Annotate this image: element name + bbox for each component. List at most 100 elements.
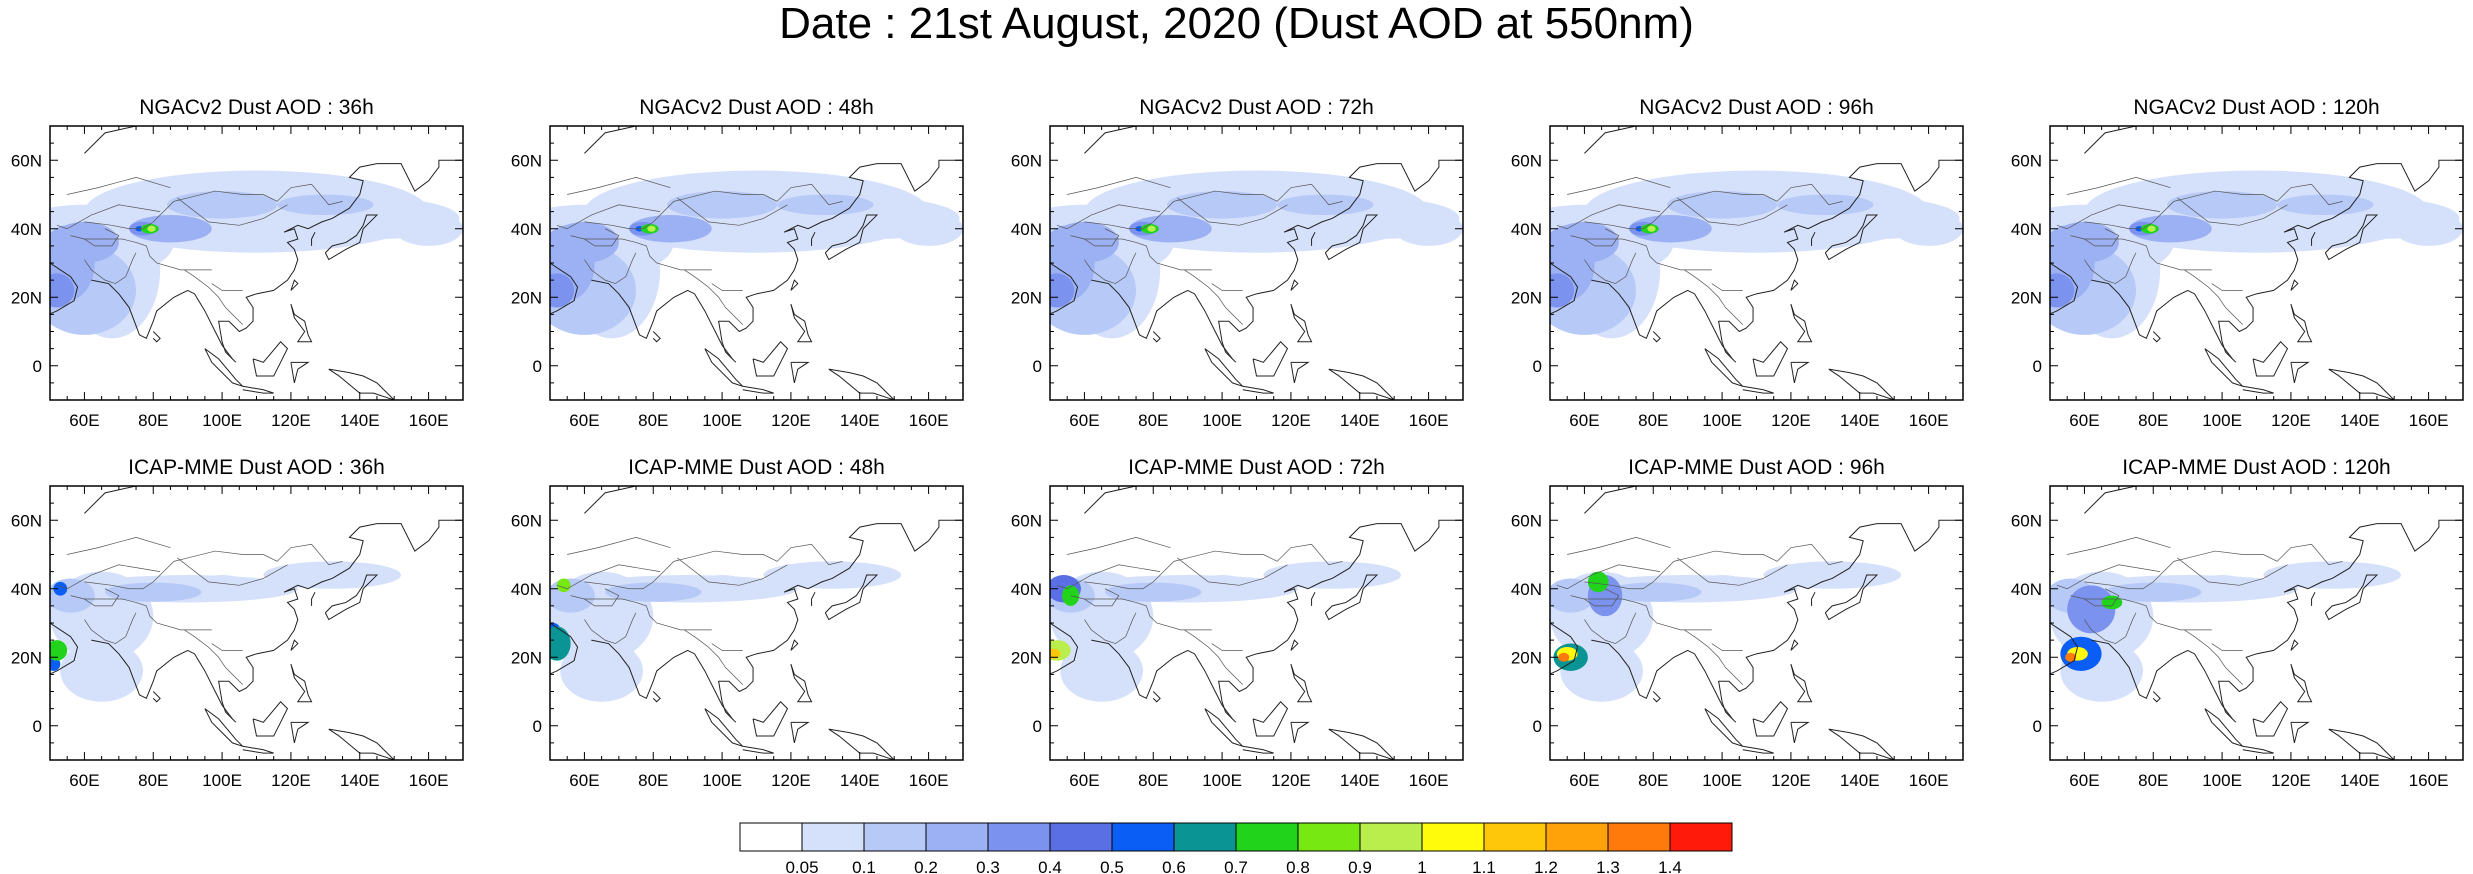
country-border	[1084, 588, 1120, 607]
country-border	[2211, 643, 2243, 651]
coastline	[2311, 591, 2316, 606]
country-border	[1211, 643, 1243, 651]
country-border	[70, 595, 212, 631]
lon-tick-label: 120E	[1271, 771, 1311, 790]
coastline	[1290, 663, 1313, 703]
coastline	[1152, 691, 1161, 703]
country-border	[177, 557, 288, 586]
country-border	[184, 269, 243, 325]
country-border	[1584, 612, 1637, 644]
coastline	[1290, 721, 1310, 743]
country-border	[1567, 537, 1671, 555]
aod-region	[2101, 595, 2123, 610]
colorbar-label: 0.7	[1224, 858, 1248, 874]
coastline	[824, 214, 879, 261]
lon-tick-label: 160E	[909, 411, 949, 430]
coastline	[2290, 639, 2299, 651]
coastline	[91, 639, 237, 723]
coastline	[591, 639, 737, 723]
country-border	[2084, 252, 2137, 284]
coastline	[50, 622, 79, 675]
country-border	[556, 564, 661, 590]
aod-region	[129, 215, 212, 243]
coastline	[2218, 519, 2463, 720]
coastline	[550, 622, 579, 675]
lon-tick-label: 60E	[1069, 411, 1099, 430]
country-border	[556, 204, 661, 230]
lon-tick-label: 100E	[702, 411, 742, 430]
country-border	[711, 643, 743, 651]
aod-region	[1587, 571, 1609, 593]
aod-region	[147, 225, 156, 232]
country-border	[1084, 612, 1137, 644]
lon-tick-label: 80E	[1138, 771, 1168, 790]
map-panel: 60E 80E 100E 120E 140E 160E 60N 40N 20N 0 ICAP-MME…	[1011, 456, 1464, 790]
aod-region	[1550, 273, 1575, 308]
lon-tick-label: 160E	[2409, 411, 2449, 430]
lat-tick-label: 40N	[511, 580, 542, 599]
colorbar-label: 1.3	[1596, 858, 1620, 874]
coastline	[1591, 279, 1737, 363]
coastline	[1828, 728, 1895, 760]
aod-region	[277, 194, 374, 216]
colorbar-label: 0.3	[976, 858, 1000, 874]
country-border	[1084, 228, 1120, 247]
aod-region	[1167, 191, 1278, 219]
country-border	[584, 183, 843, 230]
dust-aod-field	[50, 170, 463, 339]
coastlines	[1550, 126, 1963, 400]
lat-tick-label: 20N	[2011, 648, 2042, 667]
panel-title: NGACv2 Dust AOD : 120h	[2133, 96, 2379, 119]
coastline	[2242, 745, 2274, 754]
coastline	[1324, 214, 1379, 261]
lon-tick-label: 80E	[2138, 771, 2168, 790]
coastline	[2311, 231, 2316, 246]
lat-tick-label: 20N	[2011, 288, 2042, 307]
colorbar-label: 0.4	[1038, 858, 1062, 874]
aod-region	[2277, 194, 2374, 216]
coastline	[218, 159, 463, 360]
map-panel: 60E 80E 100E 120E 140E 160E 60N 40N 20N 0 NGACv2 D…	[1511, 96, 1964, 430]
country-border	[677, 557, 788, 586]
coastline	[1050, 262, 1079, 315]
country-border	[584, 543, 843, 590]
lon-tick-label: 160E	[1909, 771, 1949, 790]
map-panel: 60E 80E 100E 120E 140E 160E 60N 40N 20N 0 ICAP-MME…	[1511, 456, 1964, 790]
lat-tick-label: 40N	[1011, 580, 1042, 599]
coastline	[1718, 519, 1963, 720]
coastlines	[50, 486, 463, 760]
aod-region	[1763, 561, 1902, 589]
panel-title: NGACv2 Dust AOD : 72h	[1139, 96, 1374, 119]
aod-region	[1194, 575, 1250, 596]
map-panel: 60E 80E 100E 120E 140E 160E 60N 40N 20N 0 ICAP-MME…	[511, 456, 964, 790]
coastlines	[2050, 486, 2463, 760]
country-border	[570, 595, 712, 631]
country-border	[2084, 612, 2137, 644]
coastline	[1252, 341, 1289, 377]
aod-region	[1694, 575, 1750, 596]
lat-tick-label: 60N	[1511, 511, 1542, 530]
country-border	[567, 537, 671, 555]
coastline	[1790, 663, 1813, 703]
lat-tick-label: 0	[533, 717, 542, 736]
coastline	[1591, 639, 1737, 723]
coastline	[742, 745, 774, 754]
colorbar-box	[1359, 822, 1423, 852]
aod-region	[1060, 640, 1143, 702]
colorbar-box	[739, 822, 803, 852]
aod-region	[167, 191, 278, 219]
coastlines	[1550, 486, 1963, 760]
lat-tick-label: 0	[1533, 717, 1542, 736]
country-border	[2084, 183, 2343, 230]
coastline	[1152, 331, 1161, 343]
coastlines	[2050, 126, 2463, 400]
coastline	[2050, 622, 2079, 675]
coastline	[290, 303, 313, 343]
coastline	[1824, 574, 1879, 621]
country-border	[2184, 269, 2243, 325]
coastline	[828, 368, 895, 400]
country-border	[1584, 588, 1620, 607]
dust-aod-field	[2050, 170, 2463, 339]
coastline	[811, 231, 816, 246]
lon-tick-label: 60E	[2069, 411, 2099, 430]
